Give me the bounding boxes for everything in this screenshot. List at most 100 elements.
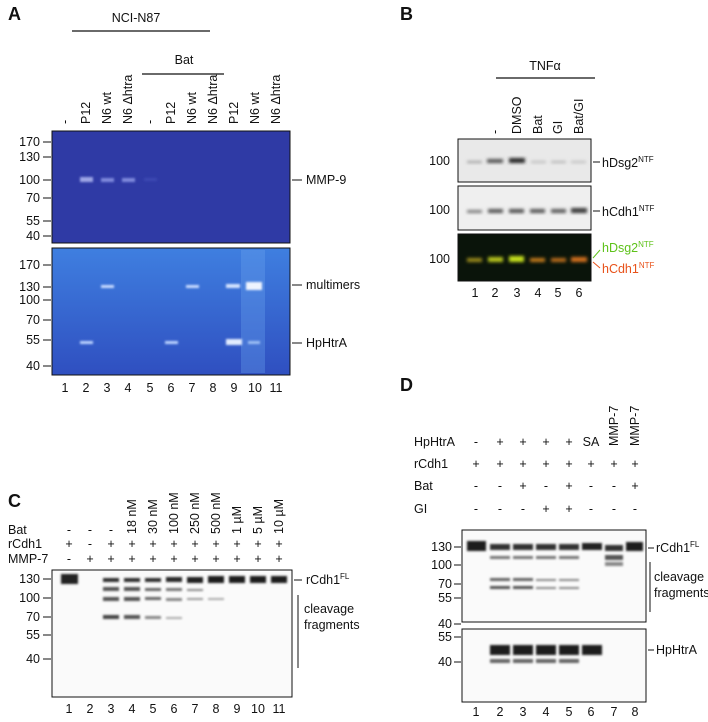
band (559, 544, 579, 550)
cell: + (107, 552, 114, 566)
band (101, 178, 114, 182)
band (513, 586, 533, 589)
cell-concentration: 1 µM (230, 506, 244, 534)
label-mmp9: MMP-9 (306, 173, 346, 187)
cell-concentration: 100 nM (167, 492, 181, 534)
band (536, 659, 556, 663)
band (536, 645, 556, 655)
cell: + (496, 435, 503, 449)
lane-number: 8 (210, 381, 217, 395)
cell: + (170, 537, 177, 551)
row-label-rcdh1: rCdh1 (8, 537, 42, 551)
cell-concentration: 250 nM (188, 492, 202, 534)
cell: + (128, 552, 135, 566)
lane-header: N6 Δhtra (269, 75, 283, 124)
blot-rcdh1 (461, 529, 647, 623)
lane-headers: - DMSO Bat GI Bat/GI (488, 96, 586, 134)
marker-label: 70 (26, 610, 40, 624)
band (186, 285, 199, 288)
group-label-bat: Bat (175, 53, 194, 67)
lane-number: 10 (251, 702, 265, 716)
lane-number: 1 (62, 381, 69, 395)
cell: + (542, 435, 549, 449)
marker-label: 40 (26, 359, 40, 373)
lane-number: 2 (87, 702, 94, 716)
bands (61, 574, 287, 619)
group-label-nci-n87: NCI-N87 (112, 11, 161, 25)
band (61, 574, 78, 584)
marker-label: 100 (19, 173, 40, 187)
cell: - (474, 502, 478, 516)
band (145, 578, 161, 582)
label-hcdh1-ntf: hCdh1NTF (602, 204, 655, 219)
cell: + (212, 552, 219, 566)
band (530, 209, 545, 213)
lane-number: 9 (231, 381, 238, 395)
bands (467, 158, 586, 163)
band (605, 555, 623, 560)
band (124, 597, 140, 601)
label-fragments: fragments (654, 586, 708, 600)
band (571, 161, 586, 163)
band (187, 589, 203, 591)
band (509, 256, 524, 262)
band (144, 178, 157, 181)
lane-headers: - P12 N6 wt N6 Δhtra - P12 N6 wt N6 Δhtra P12 N6 … (58, 75, 283, 124)
lane-number: 2 (492, 286, 499, 300)
blot-hdsg2 (457, 138, 592, 183)
band (166, 598, 182, 601)
lane-number: 6 (576, 286, 583, 300)
cell: - (109, 523, 113, 537)
band (271, 576, 287, 583)
band (103, 615, 119, 619)
panel-c-letter: C (8, 491, 21, 511)
cell: + (631, 457, 638, 471)
band (248, 341, 260, 344)
row-label: Bat (414, 479, 433, 493)
marker-label: 40 (438, 655, 452, 669)
band (166, 577, 182, 582)
lane-number: 3 (108, 702, 115, 716)
cell: - (589, 479, 593, 493)
lane-number: 4 (125, 381, 132, 395)
bands (467, 541, 643, 589)
lane-numbers: 1 2 3 4 5 6 7 8 9 10 11 (66, 702, 286, 716)
label-hcdh1-ntf-orange: hCdh1NTF (602, 261, 655, 276)
panel-d-letter: D (400, 375, 413, 395)
band (571, 257, 587, 262)
lane-number: 3 (104, 381, 111, 395)
cell-concentration: 500 nM (209, 492, 223, 534)
label-cleavage: cleavage (304, 602, 354, 616)
lane-header: P12 (79, 102, 93, 124)
cell: - (67, 523, 71, 537)
band (536, 556, 556, 559)
band (559, 556, 579, 559)
band (605, 562, 623, 566)
band (513, 659, 533, 663)
band (582, 645, 602, 655)
cell: + (472, 457, 479, 471)
lane-header: - (58, 120, 72, 124)
marker-label: 55 (438, 591, 452, 605)
band (571, 208, 587, 213)
band (626, 542, 643, 551)
panel-d: D HpHtrA rCdh1 Bat GI - + + + + SA MMP-7 MMP-7 + + + + +… (400, 375, 708, 719)
lane-header: GI (551, 121, 565, 134)
band (490, 586, 510, 589)
label-hdsg2-ntf: hDsg2NTF (602, 155, 654, 170)
band (467, 258, 482, 262)
marker-label: 55 (26, 628, 40, 642)
cell: + (233, 537, 240, 551)
band (559, 587, 579, 589)
cell: + (519, 457, 526, 471)
lane-number: 5 (566, 705, 573, 719)
pointer-green (592, 249, 601, 259)
protein-bands (80, 282, 262, 345)
lane-number: 7 (192, 702, 199, 716)
lane-header: N6 wt (100, 92, 114, 124)
band (551, 209, 566, 213)
band (467, 541, 486, 551)
marker-label: 130 (431, 540, 452, 554)
